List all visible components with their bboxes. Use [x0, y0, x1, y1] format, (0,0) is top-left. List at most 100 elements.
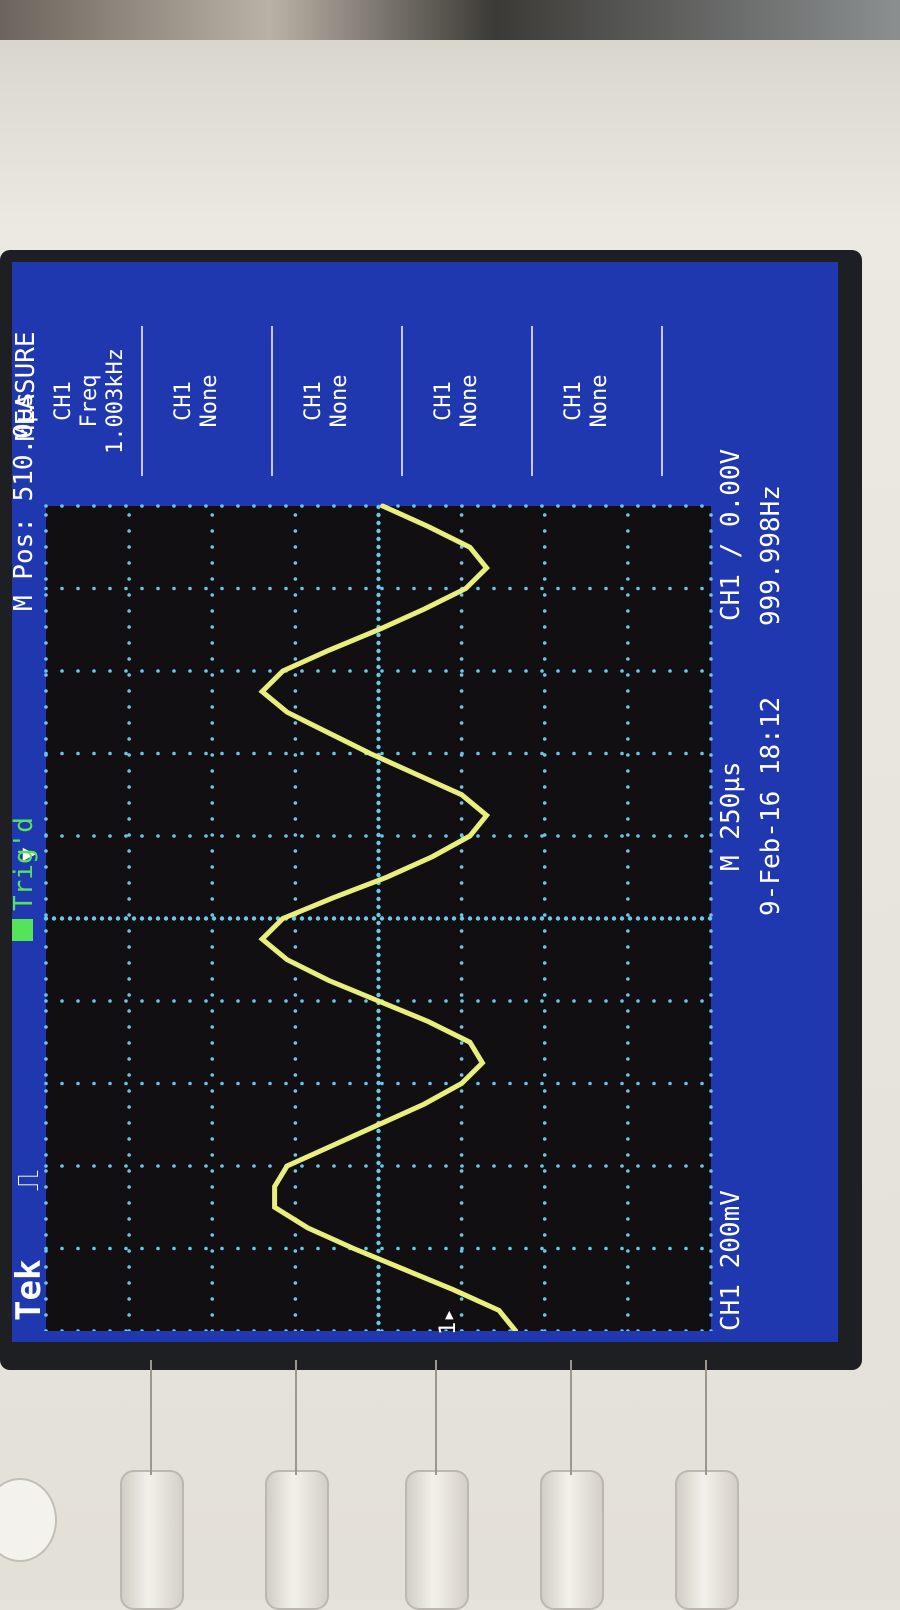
grid-dot [44, 1041, 48, 1045]
option-button-2[interactable] [265, 1360, 329, 1610]
grid-dot [707, 916, 713, 921]
grid-dot [459, 817, 464, 821]
grid-dot [210, 1169, 215, 1173]
option-button-1[interactable] [120, 1360, 184, 1610]
grid-dot [44, 801, 48, 805]
grid-dot [332, 751, 336, 756]
grid-dot [364, 504, 368, 508]
grid-dot [236, 1164, 240, 1168]
grid-dot [76, 999, 80, 1003]
grid-dot [626, 625, 630, 629]
grid-dot [376, 1016, 381, 1022]
grid-dot [293, 513, 298, 517]
grid-dot [459, 657, 464, 661]
grid-dot [626, 1153, 630, 1157]
grid-dot [316, 751, 320, 756]
grid-dot [44, 1137, 48, 1141]
grid-dot [127, 1025, 131, 1029]
grid-dot [542, 1265, 547, 1269]
option-button-4[interactable] [540, 1360, 604, 1610]
grid-dot [709, 705, 713, 709]
grid-dot [604, 834, 608, 838]
knob[interactable] [0, 1480, 55, 1560]
measure-slot-1[interactable]: CH1 Freq 1.003kHz [51, 296, 129, 506]
grid-dot [376, 1160, 381, 1166]
grid-dot [709, 961, 713, 965]
grid-dot [626, 1281, 630, 1285]
grid-dot [542, 801, 547, 805]
grid-dot [684, 586, 688, 591]
grid-dot [459, 1153, 464, 1157]
option-button-5[interactable] [675, 1360, 739, 1610]
grid-dot [626, 913, 630, 917]
grid-dot [210, 593, 215, 597]
grid-dot [699, 916, 705, 921]
waveform-graticule [43, 503, 713, 1331]
grid-dot [475, 916, 481, 921]
grid-dot [376, 616, 381, 622]
grid-dot [376, 1040, 381, 1046]
grid-dot [652, 586, 656, 591]
grid-dot [293, 1057, 298, 1061]
grid-dot [459, 529, 464, 533]
measure-slot-4[interactable]: CH1 None [431, 296, 483, 506]
grid-dot [626, 1089, 630, 1093]
grid-dot [542, 753, 547, 757]
grid-dot [542, 769, 547, 773]
grid-dot [626, 1233, 630, 1237]
grid-dot [435, 916, 441, 921]
grid-dot [293, 785, 298, 789]
grid-dot [376, 1136, 381, 1142]
grid-dot [376, 952, 381, 958]
grid-dot [376, 704, 381, 710]
grid-dot [459, 801, 464, 805]
grid-dot [252, 999, 256, 1003]
grid-dot [127, 977, 131, 981]
grid-dot [542, 721, 547, 725]
grid-dot [524, 1246, 528, 1251]
grid-dot [459, 1137, 464, 1141]
grid-dot [428, 834, 432, 838]
measure-slot-3[interactable]: CH1 None [301, 296, 353, 506]
grid-dot [376, 760, 381, 766]
grid-dot [476, 751, 480, 756]
grid-dot [252, 504, 256, 508]
grid-dot [588, 1081, 592, 1086]
grid-dot [76, 669, 80, 673]
grid-dot [459, 945, 464, 949]
grid-dot [156, 1164, 160, 1168]
option-button-3[interactable] [405, 1360, 469, 1610]
grid-dot [44, 1057, 48, 1061]
grid-dot [492, 586, 496, 591]
grid-dot [44, 1265, 48, 1269]
grid-dot [380, 834, 384, 838]
grid-dot [508, 1246, 512, 1251]
grid-dot [44, 504, 48, 508]
grid-dot [626, 849, 630, 853]
grid-dot [668, 834, 672, 838]
grid-dot [127, 929, 131, 933]
grid-dot [396, 504, 400, 508]
grid-dot [626, 689, 630, 693]
grid-dot [459, 881, 464, 885]
grid-dot [210, 897, 215, 901]
grid-dot [540, 834, 544, 838]
grid-dot [508, 669, 512, 673]
measure-slot-5[interactable]: CH1 None [561, 296, 613, 506]
grid-dot [709, 1009, 713, 1013]
grid-dot [626, 977, 630, 981]
grid-dot [210, 1329, 215, 1331]
grid-dot [709, 641, 713, 645]
grid-dot [284, 1081, 288, 1086]
grid-dot [127, 1185, 131, 1189]
measure-slot-2[interactable]: CH1 None [171, 296, 223, 506]
grid-dot [127, 577, 131, 581]
grid-dot [332, 1246, 336, 1251]
grid-dot [626, 1249, 630, 1253]
grid-dot [376, 864, 381, 870]
grid-dot [700, 669, 704, 673]
grid-dot [542, 689, 547, 693]
grid-dot [220, 1329, 224, 1331]
grid-dot [626, 993, 630, 997]
grid-dot [709, 849, 713, 853]
